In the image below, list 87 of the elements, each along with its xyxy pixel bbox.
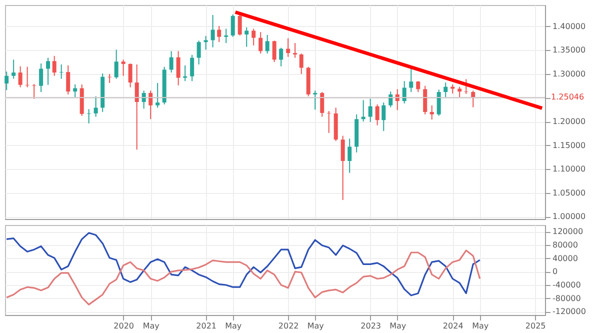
candlestick [244,26,249,48]
line-series [6,250,481,306]
candlestick [210,14,215,48]
candlestick [148,90,153,120]
candlestick [436,89,441,116]
candlestick [4,71,9,91]
y-tick-label: -80000 [552,294,581,303]
candlestick [423,85,428,115]
x-tick-label: 2021 [196,322,216,330]
candlestick [368,98,372,122]
candlestick [73,84,78,98]
candlestick [464,78,468,94]
candlestick [217,25,222,43]
candlestick [134,64,139,150]
y-tick-label: 1.30000 [552,69,586,78]
x-tick-label: 2023 [360,322,382,330]
candlestick [204,35,208,50]
candlestick [272,40,276,63]
x-tick-label: 2025 [525,322,546,330]
x-tick-label: 2022 [278,322,299,330]
candlestick [388,91,393,108]
line-series [6,232,481,296]
y-tick-label: 0 [552,267,558,276]
y-tick-label: 1.35000 [552,46,586,55]
y-tick-label: 1.15000 [552,140,586,150]
candlestick [340,135,345,200]
candlestick [348,138,352,174]
y-tick-label: 1.00000 [552,212,586,222]
candlestick [94,96,98,118]
candlestick [86,108,91,124]
candlestick [230,14,235,38]
y-tick-label: 1.40000 [552,22,586,31]
x-tick-label: May [390,322,406,330]
x-tick-label: May [307,322,324,330]
candlestick [128,62,132,88]
candlestick [265,34,270,54]
candlestick [299,53,304,74]
x-tick-label: May [142,322,160,330]
candlestick [39,62,44,93]
candlestick [224,28,228,44]
candlestick [32,83,36,100]
candlestick [286,38,290,58]
candlestick [169,50,174,74]
candlestick [402,80,406,104]
candlestick [114,49,118,80]
candlestick [258,32,263,54]
candlestick [458,86,462,98]
candlestick [326,110,331,134]
candlestick [66,64,70,95]
candlestick [190,54,194,82]
candlestick [252,28,256,46]
candlestick [320,92,324,118]
x-tick-label: 2024 [442,322,464,330]
ref-line-label: 1.25046 [551,92,584,102]
y-tick-label: 40000 [552,254,578,263]
candlestick [59,64,64,80]
candlestick [293,42,298,58]
x-tick-label: May [472,322,489,330]
candlestick [183,64,188,82]
y-tick-label: 1.10000 [552,164,586,174]
candlestick [375,104,380,126]
x-tick-label: 2020 [114,322,134,330]
candlestick [156,82,160,108]
candlestick [25,66,30,88]
candlestick [18,66,22,88]
candlestick [46,57,50,86]
y-tick-label: 120000 [552,227,584,236]
candlestick [176,50,180,86]
candlestick [52,55,56,76]
y-tick-label: -120000 [552,307,586,316]
candlestick [238,14,242,36]
candlestick [108,73,112,84]
candlestick [12,59,16,80]
y-tick-label: -40000 [552,280,581,290]
candlestick [279,47,284,67]
candlestick [313,90,318,110]
candlestick [444,82,448,98]
candlestick [382,102,386,132]
candlestick [196,40,201,65]
x-tick-label: May [225,322,242,330]
candlestick [416,80,420,93]
candlestick [409,66,414,93]
candlestick [121,59,126,76]
y-tick-label: 1.05000 [552,188,586,198]
candlestick [430,104,434,120]
y-tick-label: 80000 [552,240,578,250]
y-tick-label: 1.20000 [552,117,586,126]
